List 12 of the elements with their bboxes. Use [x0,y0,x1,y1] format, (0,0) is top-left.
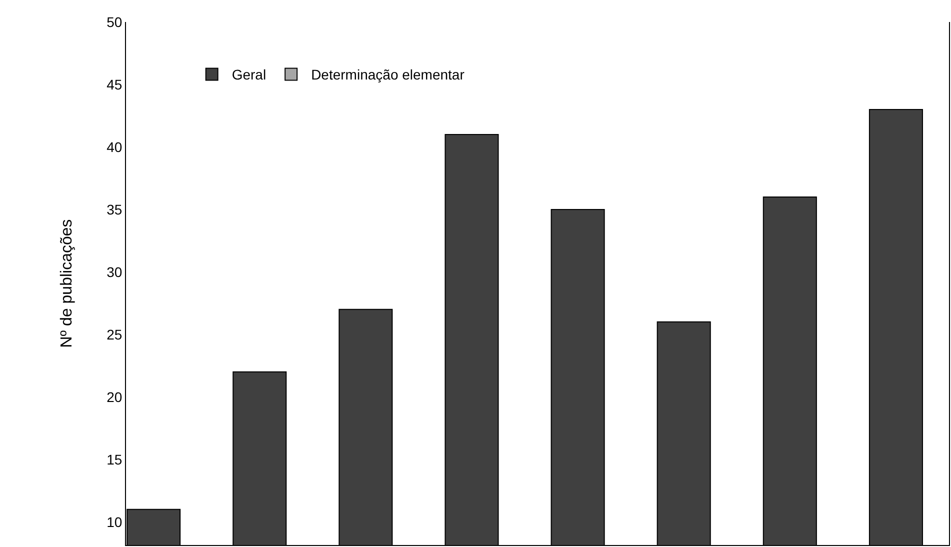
y-axis-title: Nº de publicações [58,219,76,348]
y-tick-label: 40 [106,138,122,155]
y-tick-label: 20 [106,388,122,405]
y-tick-label: 10 [106,514,122,530]
legend-label: Geral [232,66,266,83]
y-tick-label: 35 [106,201,122,218]
y-tick-label: 30 [106,264,122,280]
legend-label: Determinação elementar [311,66,465,83]
y-tick-label: 50 [106,14,122,30]
y-tick-label: 15 [106,451,122,468]
y-tick-label: 45 [106,76,122,92]
y-tick-label: 25 [106,326,122,342]
